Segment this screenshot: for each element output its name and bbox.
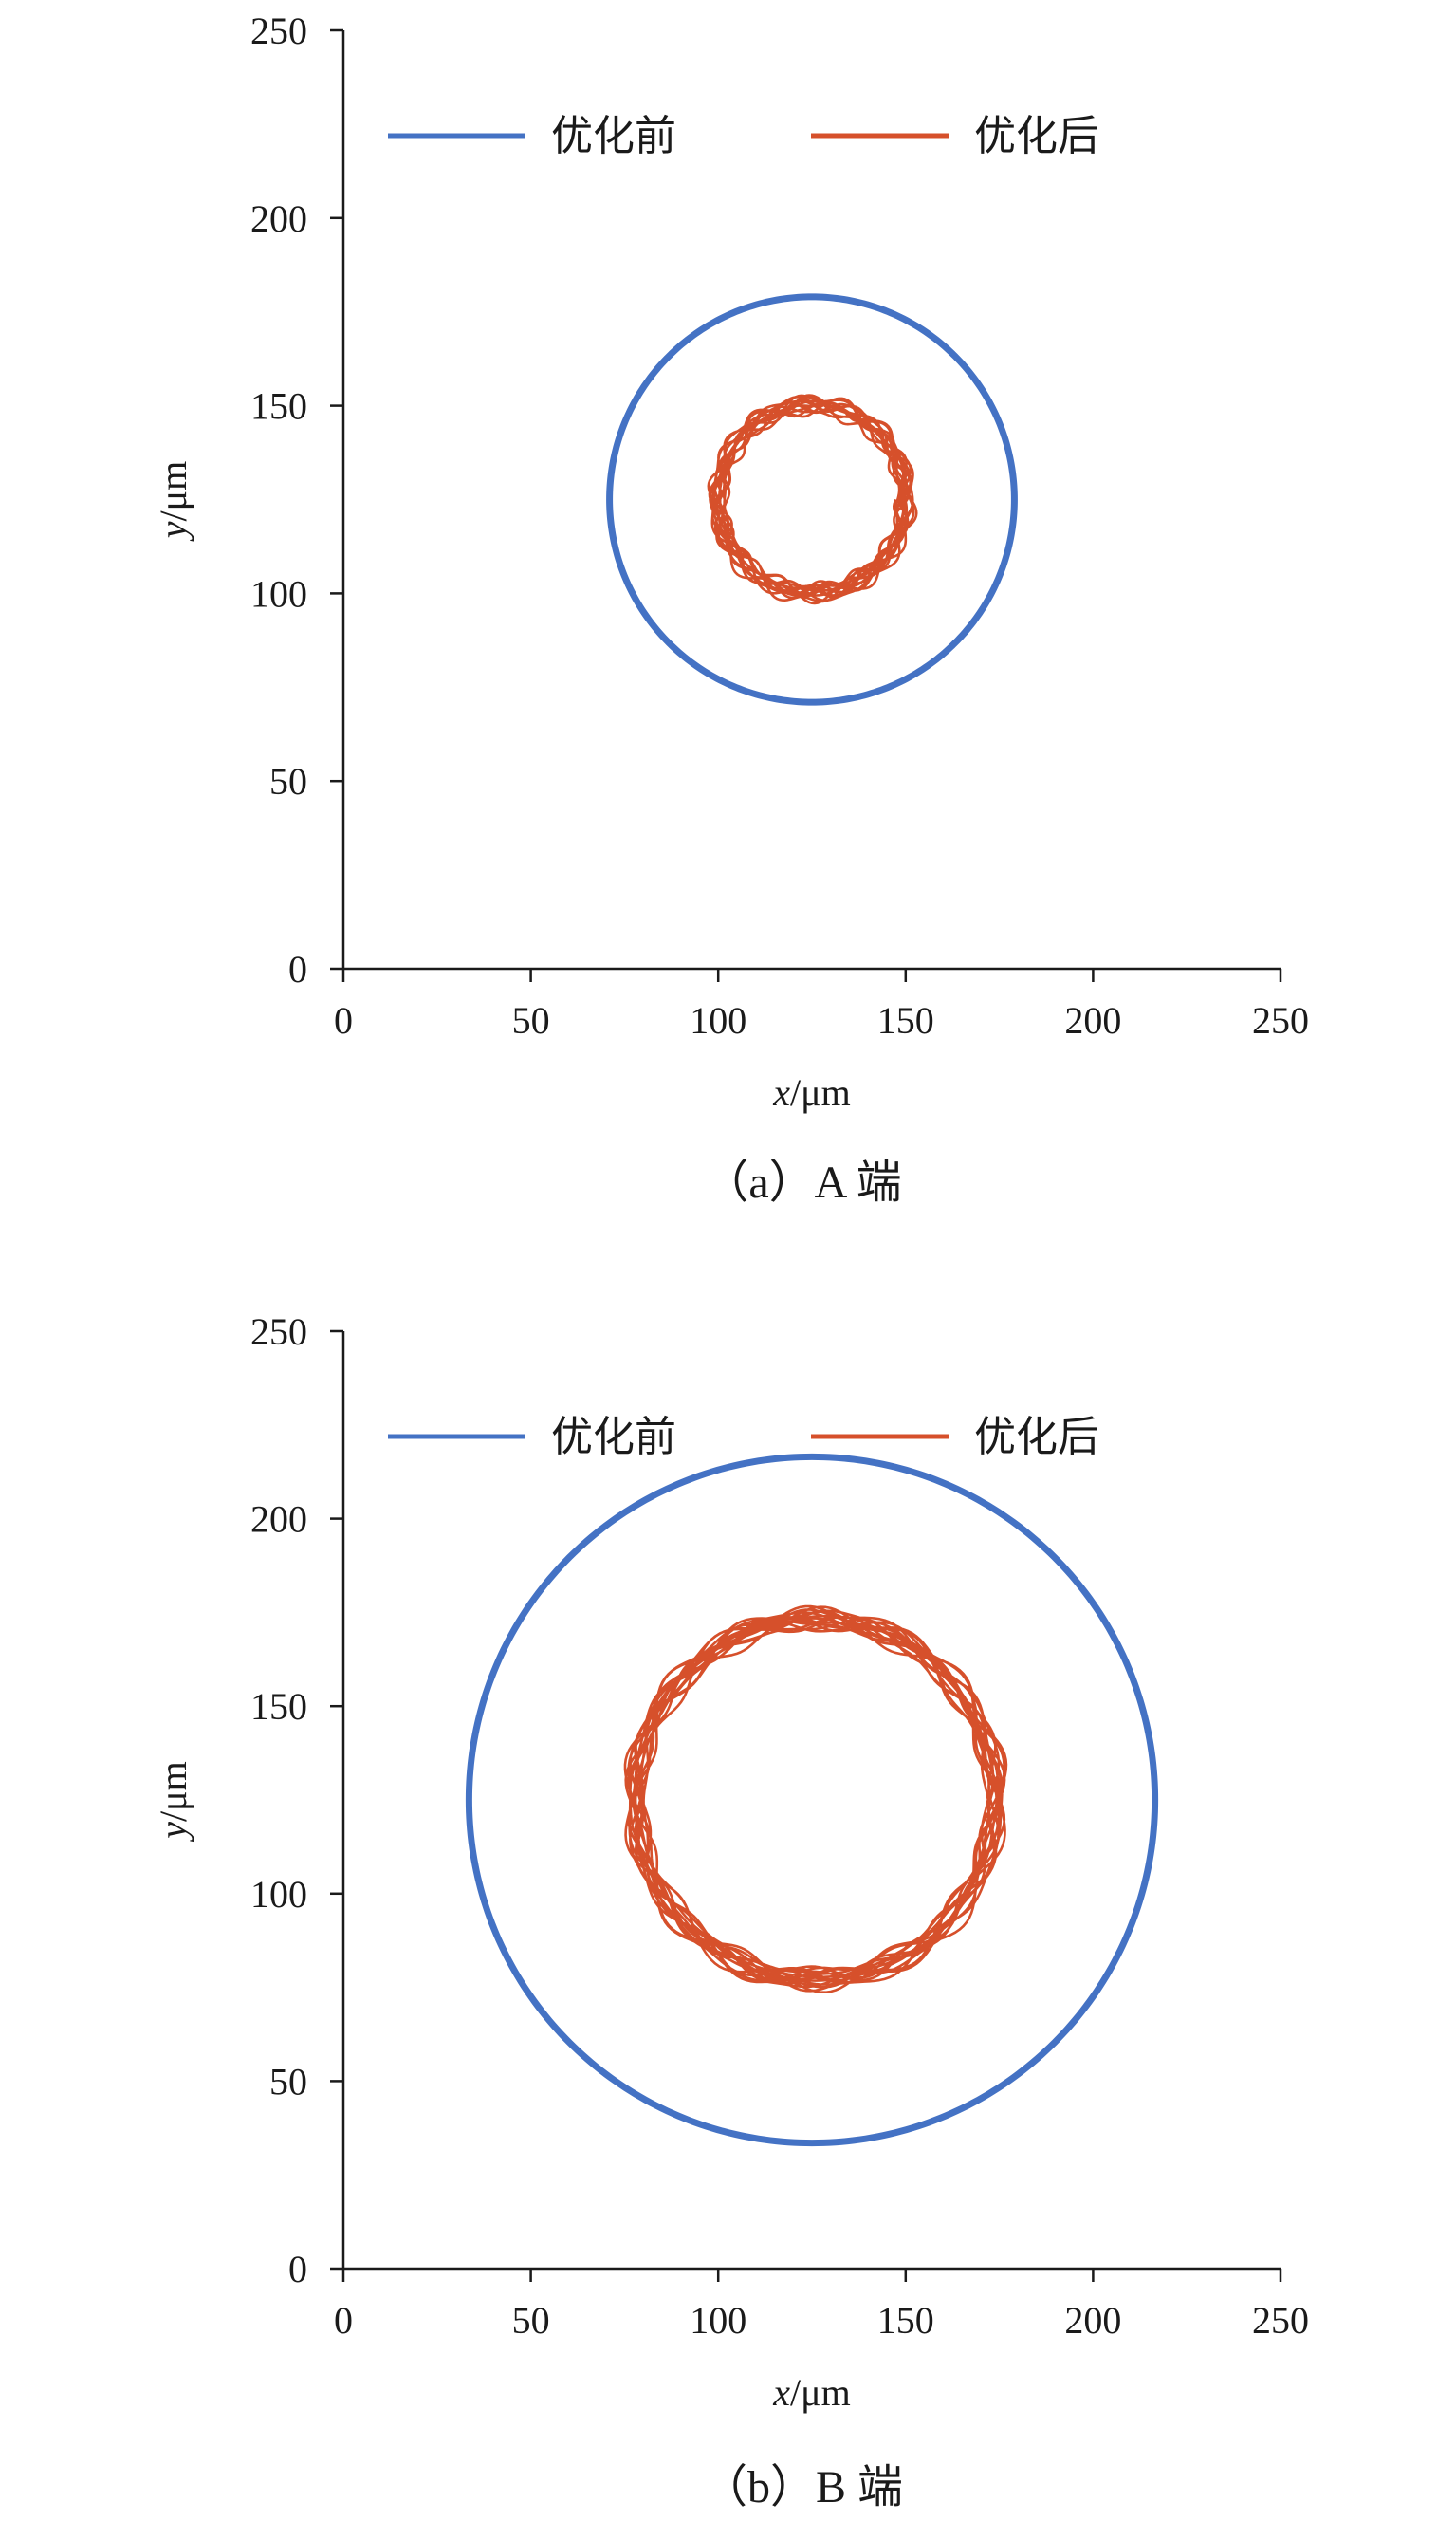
series-curve-before — [606, 293, 1018, 706]
y-tick-label: 150 — [250, 1685, 307, 1728]
x-tick-label: 50 — [512, 999, 550, 1042]
y-tick-label: 0 — [288, 2248, 307, 2290]
y-axis-variable: y — [152, 1822, 194, 1843]
legend-label: 优化后 — [974, 112, 1099, 160]
y-tick-label: 200 — [250, 1498, 307, 1541]
series-curve-before — [465, 1453, 1159, 2147]
x-tick-label: 150 — [877, 2299, 934, 2342]
series-curve-after — [623, 1604, 1008, 1994]
chart-panel-a: 0 50 100 150 200 250050100150200250x/μmy/μm优化… — [152, 9, 1309, 1208]
x-tick-label: 100 — [690, 2299, 746, 2342]
legend-item: 优化前 — [388, 112, 676, 160]
x-axis-label: x/μm — [772, 2371, 850, 2414]
y-tick-label: 200 — [250, 197, 307, 240]
x-axis-variable: x — [772, 1071, 790, 1114]
y-tick-label: 0 — [288, 948, 307, 991]
legend-item: 优化前 — [388, 1413, 676, 1461]
x-tick-label: 250 — [1252, 2299, 1309, 2342]
x-axis-unit: /μm — [790, 1071, 851, 1114]
x-tick-label: 100 — [690, 999, 746, 1042]
y-axis-label: y/μm — [152, 461, 194, 542]
x-tick-label: 0 — [334, 999, 353, 1042]
x-tick-label: 50 — [512, 2299, 550, 2342]
legend-label: 优化前 — [551, 1413, 676, 1461]
legend-item: 优化后 — [811, 1413, 1099, 1461]
y-tick-label: 50 — [269, 2060, 307, 2103]
y-axis-unit: /μm — [152, 461, 194, 522]
y-tick-label: 50 — [269, 760, 307, 803]
x-axis-variable: x — [772, 2371, 790, 2414]
x-tick-label: 0 — [334, 2299, 353, 2342]
legend-label: 优化前 — [551, 112, 676, 160]
y-axis-variable: y — [152, 521, 194, 542]
x-tick-label: 250 — [1252, 999, 1309, 1042]
y-tick-label: 100 — [250, 1873, 307, 1916]
y-tick-label: 100 — [250, 572, 307, 615]
y-tick-label: 150 — [250, 385, 307, 428]
chart-panel-b: 0 50 100 150 200 250050100150200250x/μmy/μm优化… — [152, 1310, 1309, 2512]
panel-caption-b: （b）B 端 — [702, 2462, 903, 2512]
x-axis-label: x/μm — [772, 1071, 850, 1114]
x-tick-label: 200 — [1064, 2299, 1121, 2342]
x-tick-label: 150 — [877, 999, 934, 1042]
y-tick-label: 250 — [250, 1310, 307, 1353]
legend-item: 优化后 — [811, 112, 1099, 160]
x-axis-unit: /μm — [790, 2371, 851, 2414]
series-curve-after — [707, 394, 918, 605]
legend-label: 优化后 — [974, 1413, 1099, 1461]
y-axis-label: y/μm — [152, 1761, 194, 1842]
x-tick-label: 200 — [1064, 999, 1121, 1042]
panel-caption-a: （a）A 端 — [703, 1158, 901, 1208]
y-axis-unit: /μm — [152, 1761, 194, 1822]
y-tick-label: 250 — [250, 9, 307, 52]
